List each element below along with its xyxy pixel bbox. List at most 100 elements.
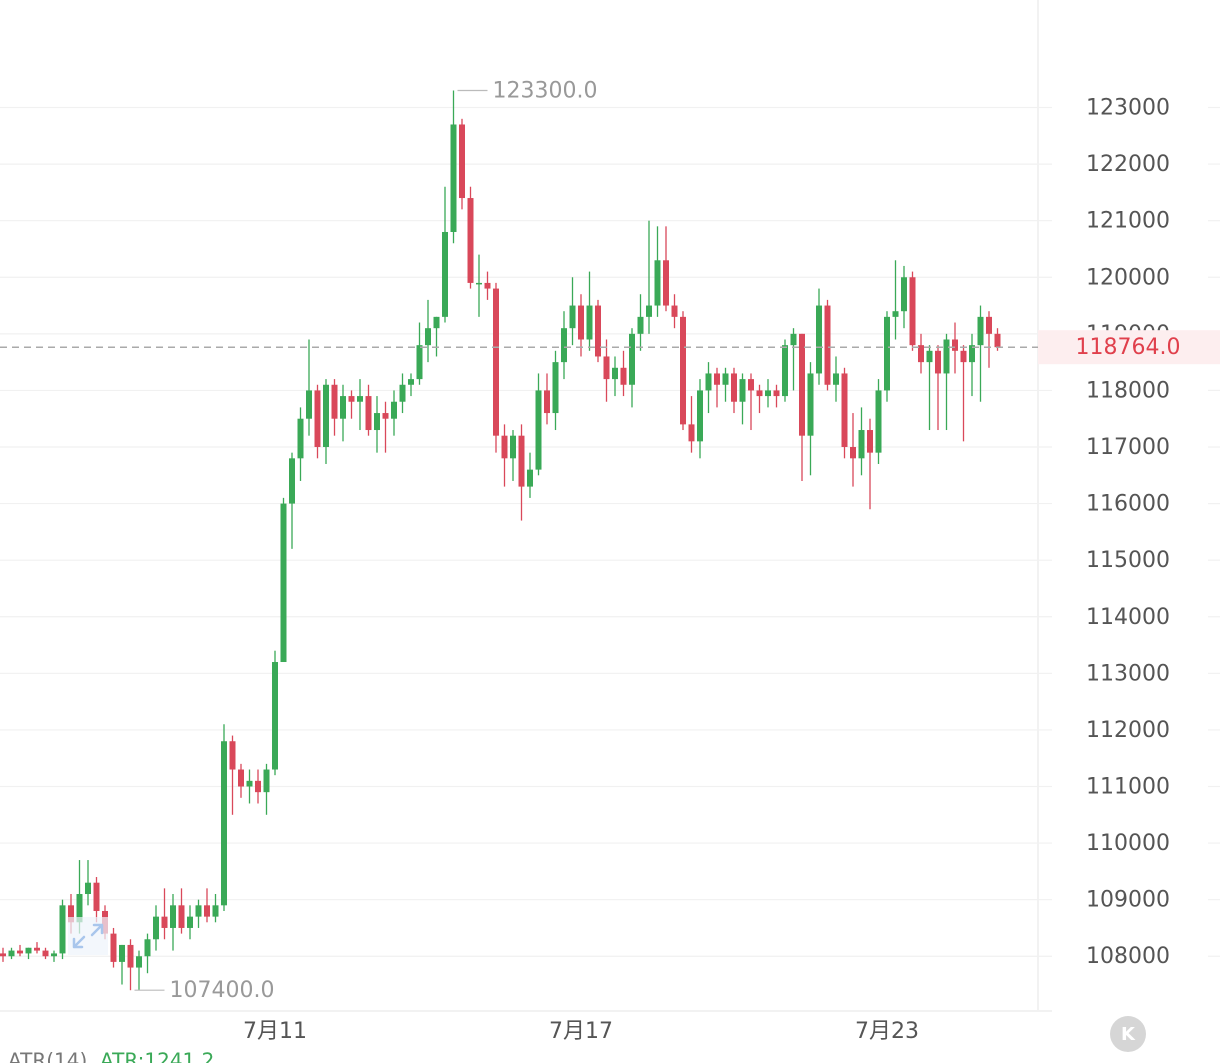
- candle-body: [850, 447, 856, 459]
- candle-body: [187, 916, 193, 928]
- y-tick-label: 120000: [1086, 265, 1170, 290]
- candle-body: [969, 345, 975, 363]
- candle-body: [612, 367, 618, 380]
- candle-body: [212, 905, 219, 917]
- candle-body: [952, 339, 958, 351]
- candle-body: [484, 282, 491, 289]
- candle-body: [391, 401, 397, 419]
- k-button-label[interactable]: K: [1121, 1024, 1136, 1045]
- expand-icon: [68, 917, 108, 955]
- candle-body: [501, 435, 508, 459]
- candle-body: [646, 305, 652, 317]
- candle-body: [229, 741, 236, 770]
- candle-body: [722, 373, 729, 385]
- last-price-label: 118764.0: [1076, 335, 1181, 360]
- k-button[interactable]: K: [1110, 1016, 1146, 1052]
- candle-body: [450, 124, 457, 232]
- y-tick-label: 111000: [1086, 774, 1170, 799]
- candle-body: [986, 316, 992, 334]
- candle-body: [595, 305, 601, 357]
- candles: [0, 90, 1001, 991]
- candle-body: [816, 305, 822, 374]
- x-tick-label: 7月11: [243, 1019, 307, 1044]
- candle-body: [892, 311, 899, 317]
- candle-body: [790, 333, 797, 346]
- candle-body: [960, 350, 967, 363]
- candle-body: [127, 944, 134, 968]
- candle-body: [739, 379, 746, 402]
- candle-body: [382, 413, 389, 419]
- candle-body: [297, 418, 304, 459]
- candle-body: [178, 905, 185, 928]
- extreme-label: 123300.0: [493, 79, 598, 104]
- candle-body: [399, 384, 406, 402]
- candle-body: [144, 939, 151, 957]
- candle-body: [799, 333, 805, 436]
- candle-body: [153, 916, 159, 940]
- candle-body: [858, 430, 865, 459]
- candle-body: [17, 950, 23, 954]
- candle-body: [527, 469, 533, 487]
- candle-body: [867, 430, 873, 453]
- candle-body: [943, 339, 950, 374]
- candle-body: [552, 362, 559, 414]
- candle-body: [765, 390, 771, 397]
- candle-body: [935, 350, 941, 374]
- extreme-label: 107400.0: [170, 978, 275, 1003]
- candle-body: [994, 333, 1001, 348]
- candle-body: [773, 390, 780, 397]
- y-tick-label: 116000: [1086, 492, 1170, 517]
- candle-body: [756, 390, 763, 397]
- y-tick-label: 121000: [1086, 209, 1170, 234]
- candle-body: [459, 124, 465, 199]
- candle-body: [977, 316, 984, 346]
- candle-body: [875, 390, 882, 453]
- candle-body: [841, 373, 848, 448]
- candle-body: [246, 780, 253, 787]
- candle-body: [195, 905, 202, 917]
- candle-body: [280, 503, 287, 663]
- candle-body: [42, 950, 49, 957]
- candle-body: [476, 282, 482, 285]
- candle-body: [578, 305, 584, 340]
- candle-body: [705, 373, 712, 391]
- candle-body: [238, 769, 244, 787]
- candle-body: [688, 424, 695, 442]
- candle-body: [68, 905, 74, 923]
- candle-body: [569, 305, 576, 329]
- candle-body: [620, 367, 627, 385]
- candle-body: [561, 328, 567, 363]
- candle-body: [348, 396, 355, 402]
- candle-body: [365, 396, 372, 431]
- candle-body: [374, 413, 380, 431]
- candle-body: [221, 741, 227, 906]
- candle-body: [272, 662, 278, 770]
- y-tick-label: 117000: [1086, 435, 1170, 460]
- candle-body: [314, 390, 321, 448]
- candle-body: [204, 905, 210, 917]
- candle-body: [331, 384, 338, 419]
- candle-body: [637, 316, 644, 334]
- candle-body: [629, 333, 635, 385]
- y-tick-label: 122000: [1086, 152, 1170, 177]
- candle-body: [671, 305, 678, 317]
- candle-body: [255, 780, 261, 793]
- indicator-name: ATR(14): [8, 1049, 87, 1063]
- candle-body: [340, 396, 346, 419]
- k-button-circle[interactable]: [1110, 1016, 1146, 1052]
- candle-body: [76, 894, 83, 923]
- candle-body: [714, 373, 720, 385]
- candle-body: [467, 198, 474, 283]
- y-tick-label: 118000: [1086, 378, 1170, 403]
- candle-body: [357, 396, 363, 402]
- candle-body: [323, 384, 329, 448]
- candle-body: [34, 947, 40, 951]
- candle-body: [909, 277, 916, 346]
- candle-body: [833, 373, 839, 385]
- candle-body: [51, 953, 57, 957]
- candle-body: [25, 947, 32, 954]
- candle-body: [442, 231, 448, 317]
- x-tick-label: 7月23: [855, 1019, 919, 1044]
- candle-body: [824, 305, 831, 385]
